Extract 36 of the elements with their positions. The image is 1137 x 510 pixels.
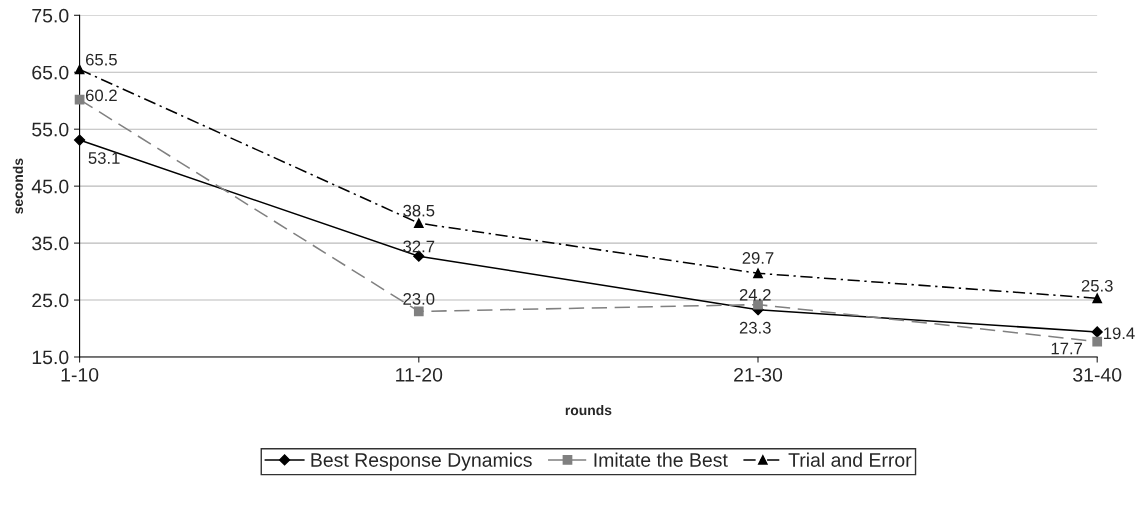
point [413, 218, 424, 229]
point [1092, 336, 1103, 347]
point [74, 64, 85, 75]
x-axis-title: rounds [565, 404, 612, 416]
x-tick-label: 1-10 [61, 367, 99, 382]
point [1091, 326, 1103, 338]
data-label: 65.5 [85, 53, 117, 66]
legend-label: Trial and Error [788, 452, 912, 467]
x-tick-label: 31-40 [1073, 367, 1122, 382]
y-tick-label: 15.0 [32, 350, 69, 365]
point [73, 134, 86, 146]
y-tick-label: 45.0 [31, 179, 69, 194]
data-label: 23.3 [739, 321, 771, 334]
legend-label: Best Response Dynamics [311, 452, 532, 471]
y-tick-label: 75.0 [32, 8, 69, 23]
data-label: 24.2 [739, 288, 771, 301]
point [1092, 293, 1103, 304]
y-tick-label: 55.0 [32, 122, 69, 137]
data-label: 53.1 [88, 152, 120, 164]
x-tick-label: 11-20 [396, 367, 443, 382]
data-label: 25.3 [1081, 279, 1113, 292]
y-tick-label: 25.0 [32, 293, 69, 308]
y-axis-title: seconds [12, 158, 24, 214]
data-label: 17.7 [1051, 342, 1083, 355]
data-label: 38.5 [403, 204, 435, 217]
data-label: 19.4 [1104, 327, 1135, 340]
y-tick-label: 65.0 [32, 65, 69, 80]
x-tick-label: 21-30 [734, 367, 783, 382]
point [753, 268, 763, 279]
data-label: 32.7 [403, 240, 435, 253]
point [413, 306, 424, 317]
data-label: 60.2 [85, 89, 117, 102]
legend-label: Imitate the Best [594, 452, 728, 467]
data-label: 23.0 [403, 293, 435, 305]
y-tick-label: 35.0 [32, 236, 69, 251]
data-label: 29.7 [742, 252, 774, 264]
